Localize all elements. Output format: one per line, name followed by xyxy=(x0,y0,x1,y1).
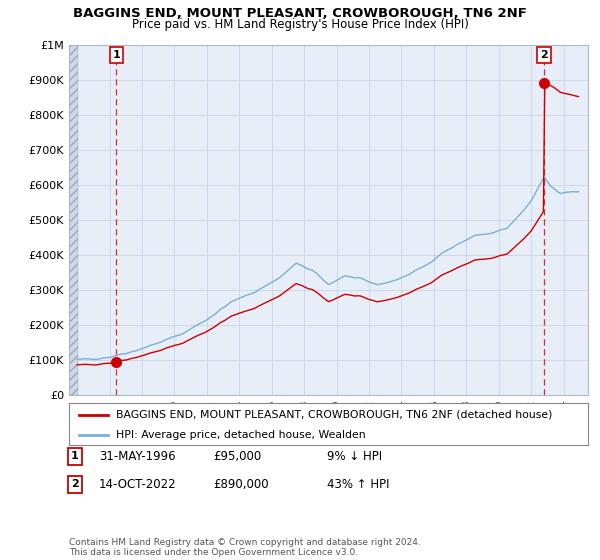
Text: HPI: Average price, detached house, Wealden: HPI: Average price, detached house, Weal… xyxy=(116,430,365,440)
Text: 1: 1 xyxy=(71,451,79,461)
Text: 1: 1 xyxy=(112,50,120,60)
Text: 43% ↑ HPI: 43% ↑ HPI xyxy=(327,478,389,491)
Text: 2: 2 xyxy=(540,50,548,60)
Text: 9% ↓ HPI: 9% ↓ HPI xyxy=(327,450,382,463)
Text: BAGGINS END, MOUNT PLEASANT, CROWBOROUGH, TN6 2NF (detached house): BAGGINS END, MOUNT PLEASANT, CROWBOROUGH… xyxy=(116,410,552,420)
Text: 2: 2 xyxy=(71,479,79,489)
Text: Contains HM Land Registry data © Crown copyright and database right 2024.
This d: Contains HM Land Registry data © Crown c… xyxy=(69,538,421,557)
Text: 14-OCT-2022: 14-OCT-2022 xyxy=(99,478,176,491)
Text: 31-MAY-1996: 31-MAY-1996 xyxy=(99,450,176,463)
Text: £95,000: £95,000 xyxy=(213,450,261,463)
Bar xyxy=(69,45,79,395)
Text: Price paid vs. HM Land Registry's House Price Index (HPI): Price paid vs. HM Land Registry's House … xyxy=(131,18,469,31)
Text: £890,000: £890,000 xyxy=(213,478,269,491)
Bar xyxy=(69,45,79,395)
Text: BAGGINS END, MOUNT PLEASANT, CROWBOROUGH, TN6 2NF: BAGGINS END, MOUNT PLEASANT, CROWBOROUGH… xyxy=(73,7,527,20)
